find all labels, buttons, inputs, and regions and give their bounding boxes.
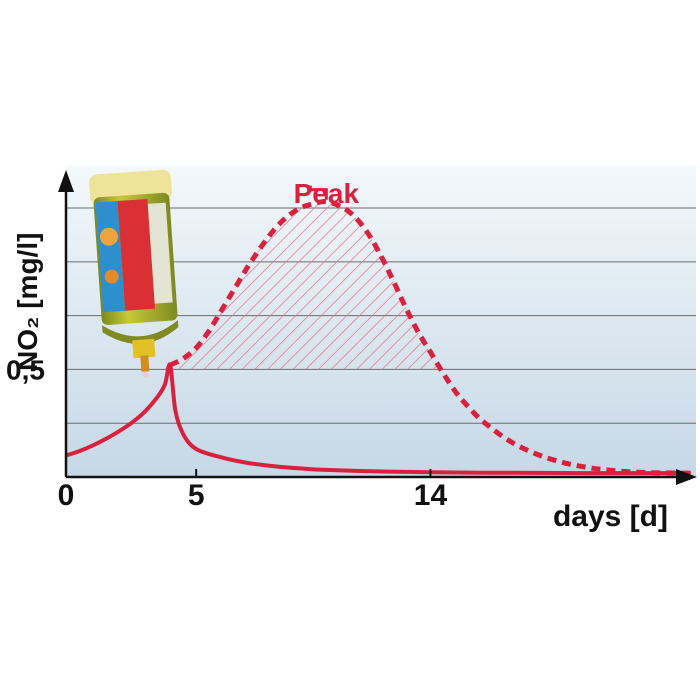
series-expected-peak-line: [168, 199, 691, 476]
peak-hatched-area: [170, 201, 444, 370]
x-axis-label: days [d]: [553, 500, 668, 533]
y-ticks: 0,5: [6, 354, 45, 385]
y-tick-label: 0,5: [6, 354, 45, 385]
x-ticks: 0 5 14: [58, 469, 448, 512]
x-axis-arrow: [676, 469, 697, 485]
y-axis-label: NO₂ [mg/l]: [12, 233, 43, 371]
peak-bracket: [308, 185, 328, 200]
sera-nitrit-minus-bottle-illustration: [89, 169, 179, 378]
x-tick-label: 0: [58, 479, 75, 512]
x-tick-label: 14: [414, 479, 448, 512]
x-tick-label: 5: [188, 479, 205, 512]
y-axis-arrow: [58, 170, 74, 192]
series-actual-no2-line: [65, 362, 691, 476]
